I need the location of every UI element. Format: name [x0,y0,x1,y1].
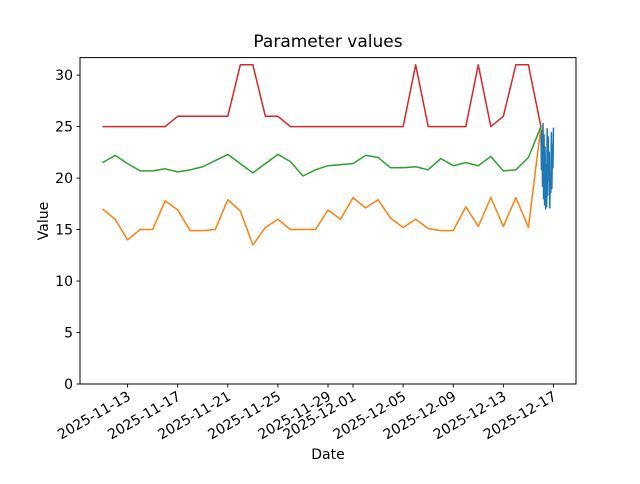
y-tick-label: 15 [55,223,73,239]
y-axis-label: Value [36,202,52,240]
y-axis-ticks: 0 5 10 15 20 25 30 [55,68,80,393]
y-tick-label: 20 [55,171,73,187]
series-lines [102,64,555,246]
y-tick-label: 5 [64,326,73,342]
y-tick-label: 30 [55,68,73,84]
x-axis-label: Date [311,447,344,463]
series-line-blue [540,122,555,210]
y-tick-label: 10 [55,274,73,290]
chart-title: Parameter values [253,32,402,52]
series-line-green [102,126,542,177]
series-line-red [102,64,542,128]
y-tick-label: 25 [55,120,73,136]
series-line-orange [102,126,542,246]
y-tick-label: 0 [64,377,73,393]
